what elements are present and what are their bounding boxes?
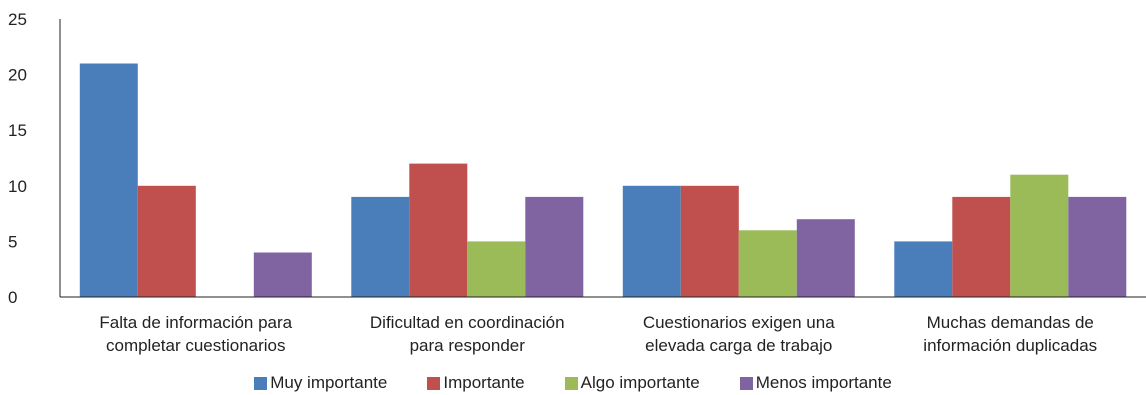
y-tick-label: 10 — [8, 177, 27, 196]
category-label: Cuestionarios exigen una elevada carga de… — [643, 313, 835, 355]
legend-item: Muy importante — [254, 373, 387, 393]
bars-group — [79, 63, 1127, 297]
bar — [894, 241, 953, 297]
category-label: Dificultad en coordinación para responder — [370, 313, 565, 355]
y-tick-label: 0 — [8, 288, 17, 307]
legend-item: Importante — [427, 373, 525, 393]
legend-label: Importante — [443, 373, 525, 392]
bar — [137, 185, 196, 297]
bar — [1010, 174, 1069, 297]
legend-label: Muy importante — [270, 373, 388, 392]
legend-swatch — [254, 376, 268, 390]
y-tick-label: 5 — [8, 232, 17, 251]
y-tick-label: 20 — [8, 66, 27, 85]
y-axis-ticks: 0 5 10 15 20 25 — [8, 10, 27, 307]
category-label: Muchas demandas de información duplicadas — [923, 313, 1097, 355]
legend-item: Algo importante — [564, 373, 700, 393]
bar — [622, 185, 681, 297]
bar — [525, 196, 584, 297]
legend-swatch — [739, 376, 753, 390]
bar — [1068, 196, 1127, 297]
bar-chart: 0 5 10 15 20 25 Falta de información para comp… — [8, 10, 1146, 355]
bar — [680, 185, 739, 297]
legend-item: Menos importante — [739, 373, 892, 393]
legend-label: Algo importante — [580, 373, 700, 392]
category-labels: Falta de información para completar cuest… — [99, 313, 1097, 355]
bar — [409, 163, 468, 297]
legend-swatch — [564, 376, 578, 390]
bar — [79, 63, 138, 297]
legend-label: Menos importante — [755, 373, 892, 392]
y-tick-label: 15 — [8, 121, 27, 140]
legend: Muy importante Importante Algo importante M… — [0, 372, 1146, 394]
bar — [738, 230, 797, 297]
category-label: Falta de información para completar cuest… — [99, 313, 292, 355]
bar — [467, 241, 526, 297]
bar — [253, 252, 312, 297]
legend-swatch — [427, 376, 441, 390]
bar — [952, 196, 1011, 297]
bar — [351, 196, 410, 297]
y-tick-label: 25 — [8, 10, 27, 29]
bar — [796, 219, 855, 297]
